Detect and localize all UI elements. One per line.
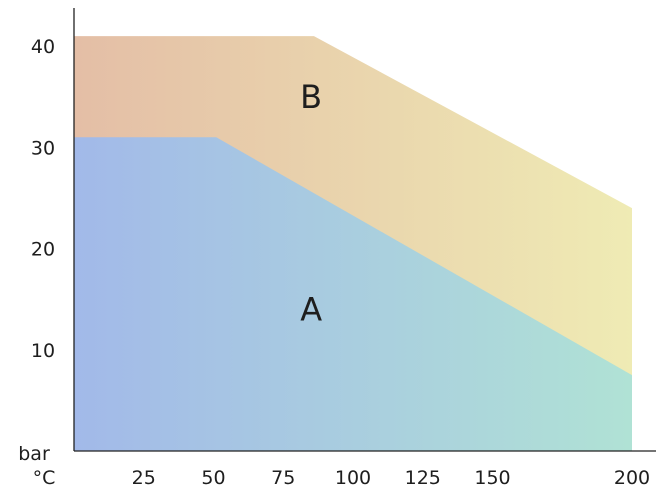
axes: [73, 8, 656, 452]
x-tick-label: 25: [132, 467, 156, 489]
labels: 10 20 30 40 25 50 75 100 125 150 200 bar°C B A: [18, 36, 650, 489]
x-tick-label: 150: [474, 467, 510, 489]
x-tick-label: 100: [335, 467, 371, 489]
x-tick-label: 50: [201, 467, 225, 489]
y-tick-label: 20: [31, 239, 55, 261]
y-tick-label: 30: [31, 137, 55, 159]
y-tick-label: 10: [31, 340, 55, 362]
region-label-b: B: [300, 78, 322, 116]
x-axis-label: °C: [33, 467, 56, 489]
area-a: [74, 137, 632, 451]
x-tick-label: 75: [271, 467, 295, 489]
y-axis-label: bar: [18, 443, 50, 465]
y-tick-label: 40: [31, 36, 55, 58]
x-tick-label: 200: [614, 467, 650, 489]
x-tick-label: 125: [405, 467, 441, 489]
plot-areas: [74, 36, 632, 451]
region-label-a: A: [300, 290, 322, 328]
